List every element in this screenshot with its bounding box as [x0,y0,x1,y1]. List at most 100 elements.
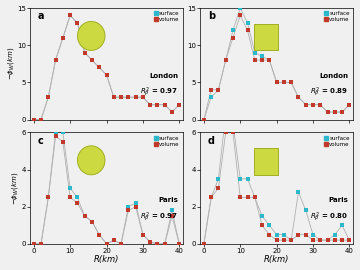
Point [208,195,214,200]
Point [288,238,294,242]
Point [216,186,221,190]
X-axis label: R(km): R(km) [264,255,289,264]
Point [104,242,109,246]
Point [89,58,95,62]
Point [176,242,182,246]
Text: $R_P^2$ = 0.89: $R_P^2$ = 0.89 [310,86,348,99]
Point [118,242,124,246]
Point [252,50,258,55]
Point [38,242,44,246]
Point [245,28,251,32]
Point [176,103,182,107]
Point [332,110,338,114]
Legend: surface, volume: surface, volume [324,135,350,147]
Point [147,103,153,107]
Point [296,95,301,99]
Point [118,95,124,99]
Text: d: d [208,136,215,146]
Point [310,103,316,107]
Point [281,80,287,85]
Point [89,220,95,224]
Y-axis label: $-\phi_W(km)$: $-\phi_W(km)$ [5,47,15,80]
Point [274,238,279,242]
Point [111,238,117,242]
Point [31,242,37,246]
Point [223,58,229,62]
Point [252,58,258,62]
Point [96,65,102,70]
Point [339,238,345,242]
Point [347,103,352,107]
Point [310,103,316,107]
Point [303,232,309,237]
Point [339,223,345,227]
Point [266,223,272,227]
Legend: surface, volume: surface, volume [324,11,350,23]
Text: $R_P^2$ = 0.80: $R_P^2$ = 0.80 [310,210,348,224]
Point [125,95,131,99]
Point [31,242,37,246]
Point [89,58,95,62]
Text: a: a [38,11,44,21]
Point [230,28,236,32]
Point [288,80,294,85]
Point [133,95,139,99]
Point [53,134,58,138]
Point [75,201,80,205]
Point [208,88,214,92]
Point [176,242,182,246]
Point [82,214,87,218]
Point [201,242,207,246]
Point [133,201,139,205]
Point [230,130,236,135]
Point [147,240,153,244]
Point [288,80,294,85]
Point [89,220,95,224]
Point [169,208,175,212]
Point [274,80,279,85]
Point [237,177,243,181]
Point [82,50,87,55]
Point [339,110,345,114]
Point [67,13,73,18]
Point [310,238,316,242]
Point [296,232,301,237]
Point [75,21,80,25]
Point [31,117,37,122]
Point [252,195,258,200]
Point [223,130,229,135]
Point [45,95,51,99]
Point [259,54,265,59]
Point [111,95,117,99]
X-axis label: R(km): R(km) [94,255,119,264]
Point [147,240,153,244]
Point [60,140,66,144]
Point [169,214,175,218]
Point [216,177,221,181]
Point [318,238,323,242]
Point [266,58,272,62]
Point [53,58,58,62]
Point [325,110,330,114]
Point [274,80,279,85]
Point [252,195,258,200]
Point [67,13,73,18]
Text: London: London [319,73,348,79]
Point [133,205,139,209]
Point [96,65,102,70]
Point [332,238,338,242]
Point [133,95,139,99]
Point [223,112,229,116]
Point [140,95,146,99]
Point [347,238,352,242]
Point [154,242,160,246]
Point [38,117,44,122]
Point [237,13,243,18]
Point [60,130,66,135]
Point [53,58,58,62]
Point [162,103,168,107]
Point [266,232,272,237]
Point [201,117,207,122]
Point [296,95,301,99]
Text: Paris: Paris [158,197,178,203]
